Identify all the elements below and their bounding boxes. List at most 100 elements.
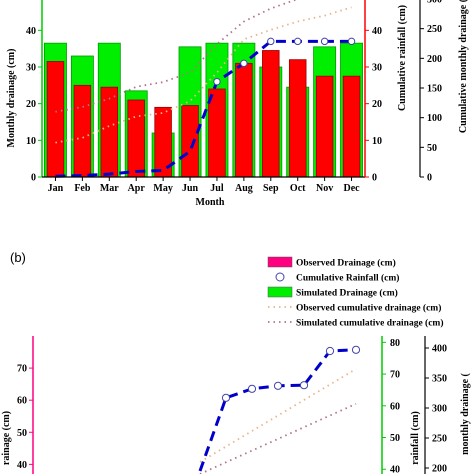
panel-b-right-ticks-rainfall: 40 50 60 70 80 [382, 338, 400, 474]
cumulative-rainfall-marker [240, 59, 248, 68]
cumulative-rainfall-marker [247, 384, 257, 393]
legend-swatch [267, 286, 293, 298]
y-tick-label: 50 [390, 433, 400, 444]
y-tick-label: 30 [372, 63, 382, 74]
y-tick-label: 400 [432, 344, 447, 355]
x-tick-label: May [153, 183, 172, 194]
cumulative-rainfall-marker [267, 37, 275, 46]
x-tick-label: Jul [210, 183, 224, 194]
y-tick-label: 0 [372, 173, 377, 184]
observed-drainage-bar [181, 105, 199, 178]
observed-drainage-bar [315, 75, 334, 178]
panel-b-y-label-right1: rainfall (cm) [410, 411, 421, 465]
cumulative-rainfall-marker [294, 37, 302, 46]
x-tick-label: Jun [182, 183, 199, 194]
panel-b-label: (b) [10, 250, 26, 265]
panel-b-y-label-left: rainage (cm) [1, 411, 12, 465]
panel-b-legend: Observed Drainage (cm) Cumulative Rainfal… [267, 256, 444, 329]
simulated-cumulative-drainage-line [199, 402, 357, 474]
y-tick-label: 40 [26, 26, 36, 37]
y-tick-label: 100 [427, 113, 442, 124]
panel-a-left-ticks: 01020304050 [26, 0, 42, 184]
legend-swatch [267, 256, 293, 268]
panel-b-right-ticks-drainage: 200 250 300 350 400 [425, 344, 447, 474]
y-tick-label: 50 [17, 428, 27, 439]
panel-a-y-label-left: Monthly drainage (cm) [6, 49, 17, 148]
y-tick-label: 250 [427, 24, 442, 35]
x-tick-label: Feb [74, 183, 91, 194]
panel-a-right-ticks-drainage: 0 50 100 150 200 250 300 [420, 0, 442, 184]
y-tick-label: 300 [432, 404, 447, 415]
panel-a-lines [55, 0, 356, 178]
x-tick-label: Mar [100, 183, 119, 194]
cumulative-rainfall-marker [213, 77, 221, 86]
y-tick-label: 30 [26, 63, 36, 74]
cumulative-rainfall-marker [320, 37, 329, 46]
y-tick-label: 40 [17, 460, 27, 471]
cumulative-rainfall-line [55, 39, 352, 178]
cumulative-rainfall-marker [325, 346, 335, 356]
legend-label: Cumulative Rainfall (cm) [296, 273, 399, 284]
legend-label: Simulated Drainage (cm) [296, 288, 398, 299]
y-tick-label: 0 [427, 173, 432, 184]
y-tick-label: 250 [432, 434, 447, 445]
cumulative-rainfall-marker [273, 381, 283, 390]
observed-drainage-bar [73, 84, 92, 178]
y-tick-label: 70 [17, 364, 27, 375]
y-tick-label: 200 [427, 54, 442, 65]
y-tick-label: 200 [432, 464, 447, 474]
observed-drainage-bar [208, 88, 226, 178]
panel-a-x-label: Month [196, 197, 225, 208]
panel-b-lines [198, 345, 361, 474]
panel-a-right-ticks-rainfall: 01020304050 [365, 0, 382, 184]
y-tick-label: 350 [432, 374, 447, 385]
x-tick-label: Jan [48, 183, 64, 194]
panel-a-y-label-right2: Cumulative monthly drainage (cm) [458, 0, 469, 133]
y-tick-label: 40 [390, 465, 400, 474]
y-tick-label: 60 [17, 396, 27, 407]
simulated-cumulative-drainage-line [55, 0, 298, 113]
y-tick-label: 300 [427, 0, 442, 6]
observed-drainage-bar [288, 59, 307, 178]
x-tick-label: Aug [235, 183, 253, 194]
y-tick-label: 60 [390, 401, 400, 412]
y-tick-label: 70 [390, 370, 400, 381]
panel-a: Jan Feb Mar Apr May Jun Jul Aug Sep Oct Nov Dec 0 10… [6, 0, 469, 208]
observed-drainage-bar [127, 99, 145, 178]
legend-label: Simulated cumulative drainage (cm) [296, 318, 444, 329]
x-tick-label: Nov [316, 183, 333, 194]
y-tick-label: 10 [26, 136, 36, 147]
y-tick-label: 80 [390, 338, 400, 349]
observed-drainage-bar [235, 62, 253, 178]
y-tick-label: 40 [372, 26, 382, 37]
panel-b-y-label-right2: monthly drainage ( [460, 372, 471, 454]
panel-a-bars [44, 42, 363, 178]
cumulative-rainfall-marker [221, 393, 231, 402]
panel-b-left-ticks: 40 50 60 70 [17, 364, 33, 471]
legend-label: Observed cumulative drainage (cm) [296, 303, 441, 314]
cumulative-rainfall-line [198, 348, 357, 472]
cumulative-rainfall-marker [299, 381, 309, 390]
x-tick-label: Oct [290, 183, 306, 194]
y-tick-label: 10 [372, 136, 382, 147]
observed-drainage-bar [100, 86, 119, 178]
y-tick-label: 20 [26, 99, 36, 110]
y-tick-label: 50 [427, 143, 437, 154]
panel-a-y-label-right1: Cumulative rainfall (cm) [397, 5, 408, 111]
observed-drainage-bar [262, 50, 280, 178]
legend-label: Observed Drainage (cm) [296, 258, 396, 269]
x-tick-label: Sep [263, 183, 279, 194]
cumulative-rainfall-marker [347, 37, 356, 46]
panel-b: (b) Observed Drainage (cm) Cumulative Rai… [1, 250, 471, 474]
cumulative-rainfall-marker [351, 345, 361, 354]
y-tick-label: 0 [31, 173, 36, 184]
observed-drainage-bar [46, 61, 65, 178]
observed-drainage-bar [342, 75, 361, 178]
y-tick-label: 20 [372, 99, 382, 110]
x-tick-label: Apr [128, 183, 146, 194]
x-tick-label: Dec [343, 183, 360, 194]
y-tick-label: 150 [427, 84, 442, 95]
panel-a-x-ticks: Jan Feb Mar Apr May Jun Jul Aug Sep Oct Nov Dec [48, 177, 360, 194]
legend-marker [275, 272, 285, 282]
